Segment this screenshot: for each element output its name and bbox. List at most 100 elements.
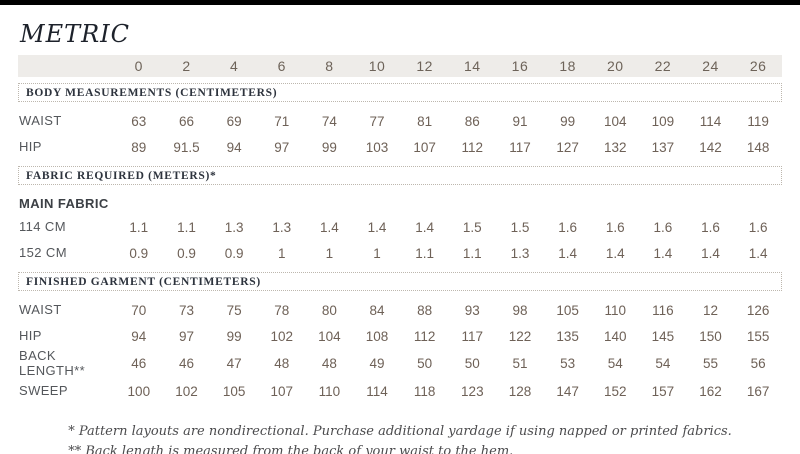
value-cell: 70: [131, 302, 147, 318]
value-cell: 135: [556, 328, 579, 344]
value-cell: 142: [699, 139, 722, 155]
value-cell: 110: [604, 302, 626, 318]
row-label: HIP: [19, 138, 42, 154]
size-header-cell: 12: [416, 58, 433, 74]
value-cell: 94: [226, 139, 242, 155]
value-cell: 1.4: [748, 245, 768, 261]
size-header-cell: 2: [182, 58, 191, 74]
row-label: WAIST: [19, 301, 62, 317]
value-cell: 1.4: [653, 245, 673, 261]
table-row: 114 CM 1.1 1.1 1.3 1.3 1.4 1.4 1.4 1.5 1.5 1.6 1.6 1…: [18, 214, 782, 240]
value-cell: 1.5: [510, 219, 530, 235]
value-cell: 71: [274, 113, 290, 129]
value-cell: 12: [703, 302, 719, 318]
table-row: SWEEP 100 102 105 107 110 114 118 123 128 147 152 15…: [18, 379, 782, 405]
value-cell: 74: [321, 113, 337, 129]
value-cell: 78: [274, 302, 290, 318]
value-cell: 1.1: [177, 219, 196, 235]
size-header-cell: 22: [654, 58, 672, 74]
table-row: 152 CM 0.9 0.9 0.9 1 1 1 1.1 1.1 1.3 1.4 1.4 1.4 1.4 1…: [18, 240, 782, 266]
value-cell: 99: [226, 328, 242, 344]
footnote: ** Back length is measured from the back…: [68, 444, 514, 454]
value-cell: 75: [226, 302, 242, 318]
value-cell: 48: [274, 356, 290, 372]
size-header-row: 0 2 4 6 8 10 12 14 16 18 20 22 24 26: [18, 55, 782, 77]
value-cell: 91.5: [173, 139, 200, 155]
table-row: HIP 89 91.5 94 97 99 103 107 112 117 127 132 137 142 1…: [18, 134, 782, 160]
value-cell: 152: [603, 384, 627, 400]
value-cell: 81: [417, 113, 433, 129]
value-cell: 122: [508, 328, 532, 344]
value-cell: 157: [651, 384, 675, 400]
value-cell: 1.3: [272, 219, 292, 235]
table-row: WAIST 63 66 69 71 74 77 81 86 91 99 104 109 114 119: [18, 108, 782, 134]
value-cell: 162: [699, 384, 722, 400]
section-heading: BODY MEASUREMENTS (CENTIMETERS): [18, 83, 782, 102]
value-cell: 50: [417, 356, 433, 372]
size-chart-page: METRIC 0 2 4 6 8 10 12 14 16 18 20 22 24 26 BODY MEAS…: [0, 20, 800, 454]
value-cell: 48: [321, 356, 337, 372]
row-label: BACK LENGTH**: [19, 348, 86, 378]
size-header-cell: 20: [606, 58, 624, 74]
value-cell: 117: [461, 328, 484, 344]
value-cell: 97: [178, 328, 194, 344]
subsection-heading: MAIN FABRIC: [19, 196, 109, 211]
value-cell: 69: [226, 113, 242, 129]
value-cell: 108: [365, 328, 389, 344]
value-cell: 1.4: [319, 219, 339, 235]
row-label: 152 CM: [19, 244, 67, 260]
value-cell: 1.6: [653, 219, 673, 235]
value-cell: 155: [746, 328, 770, 344]
value-cell: 150: [699, 328, 722, 344]
value-cell: 50: [464, 356, 480, 372]
size-header-cell: 10: [368, 58, 386, 74]
value-cell: 167: [746, 384, 770, 400]
value-cell: 47: [226, 356, 242, 372]
size-header-cell: 0: [134, 58, 143, 74]
size-header-cell: 18: [559, 58, 576, 74]
value-cell: 1.4: [415, 219, 435, 235]
value-cell: 56: [750, 356, 766, 372]
value-cell: 145: [651, 328, 675, 344]
value-cell: 1.4: [605, 245, 625, 261]
value-cell: 54: [607, 356, 623, 372]
value-cell: 132: [603, 139, 627, 155]
value-cell: 73: [178, 302, 194, 318]
value-cell: 89: [131, 139, 147, 155]
value-cell: 103: [365, 139, 389, 155]
value-cell: 1.1: [129, 219, 149, 235]
value-cell: 116: [652, 302, 674, 318]
value-cell: 1.1: [462, 245, 482, 261]
value-cell: 88: [417, 302, 433, 318]
value-cell: 123: [461, 384, 484, 400]
footnote: * Pattern layouts are nondirectional. Pu…: [68, 423, 732, 439]
value-cell: 51: [512, 356, 528, 372]
size-table: 0 2 4 6 8 10 12 14 16 18 20 22 24 26 BODY MEASUREMENT…: [18, 55, 782, 405]
value-cell: 102: [175, 384, 198, 400]
value-cell: 128: [508, 384, 532, 400]
value-cell: 1: [277, 245, 286, 261]
row-label: WAIST: [19, 112, 62, 128]
value-cell: 99: [321, 139, 337, 155]
value-cell: 105: [556, 302, 579, 318]
value-cell: 84: [369, 302, 385, 318]
row-label: SWEEP: [19, 383, 68, 399]
size-header-cell: 8: [325, 58, 334, 74]
value-cell: 137: [651, 139, 675, 155]
value-cell: 102: [270, 328, 293, 344]
value-cell: 118: [413, 384, 436, 400]
value-cell: 105: [222, 384, 246, 400]
value-cell: 46: [131, 356, 147, 372]
value-cell: 80: [321, 302, 337, 318]
size-header-cell: 14: [464, 58, 481, 74]
value-cell: 119: [747, 113, 769, 129]
value-cell: 1.6: [701, 219, 720, 235]
section-heading: FINISHED GARMENT (CENTIMETERS): [18, 272, 782, 291]
value-cell: 110: [318, 384, 341, 400]
value-cell: 104: [318, 328, 341, 344]
value-cell: 1.4: [558, 245, 577, 261]
value-cell: 1.6: [605, 219, 625, 235]
value-cell: 104: [603, 113, 627, 129]
row-label: HIP: [19, 327, 42, 343]
size-table-body: BODY MEASUREMENTS (CENTIMETERS) WAIST 63 66…: [18, 83, 782, 405]
